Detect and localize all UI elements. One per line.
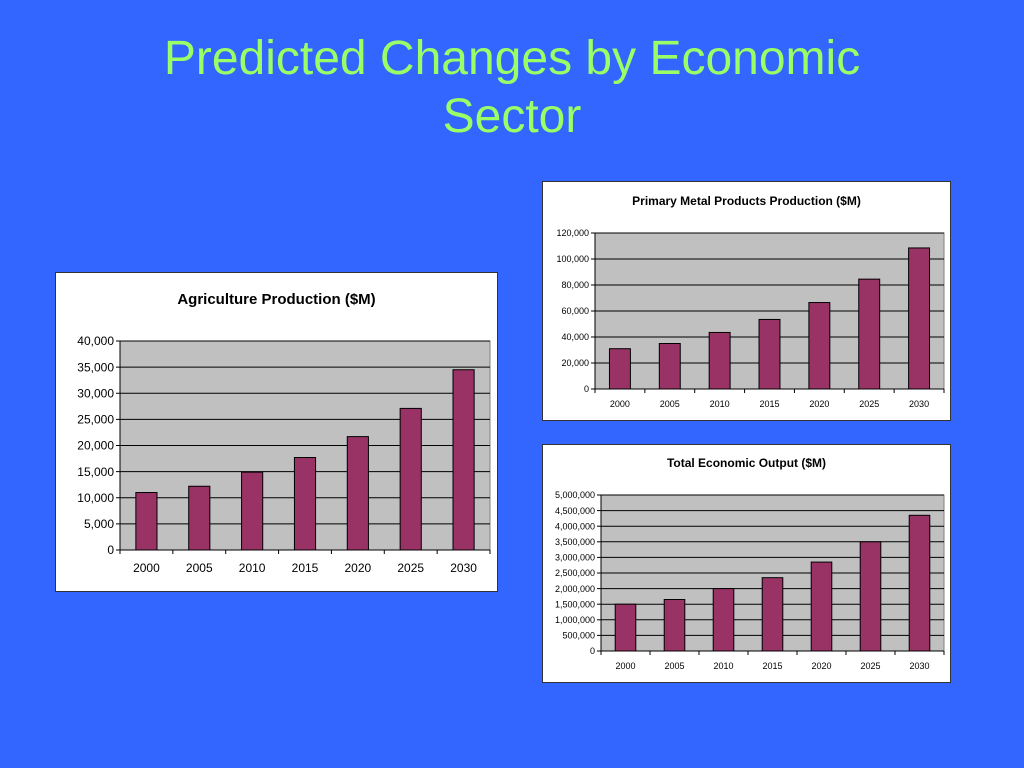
agriculture-bar-2025: [399, 407, 422, 551]
total-output-x-tick-label: 2020: [811, 661, 831, 671]
primary-metal-chart-title: Primary Metal Products Production ($M): [632, 194, 861, 208]
agriculture-x-tick-label: 2025: [397, 561, 424, 575]
primary-metal-chart: Primary Metal Products Production ($M) 0 2…: [556, 194, 945, 409]
primary-metal-y-tick-label: 120,000: [556, 228, 589, 238]
primary-metal-x-tick-label: 2005: [660, 399, 680, 409]
total-output-x-tick-label: 2010: [713, 661, 733, 671]
total-output-bar-2005: [663, 599, 686, 652]
total-output-y-tick-label: 5,000,000: [555, 490, 595, 500]
agriculture-x-tick-label: 2000: [133, 561, 160, 575]
agriculture-chart-panel: Agriculture Production ($M) 0 5,000 10,000 1…: [55, 272, 498, 592]
primary-metal-y-tick-label: 0: [584, 384, 589, 394]
primary-metal-bar-2015: [758, 318, 781, 390]
total-output-y-tick-label: 2,500,000: [555, 568, 595, 578]
total-output-y-tick-label: 3,000,000: [555, 553, 595, 563]
primary-metal-x-tick-label: 2000: [610, 399, 630, 409]
total-output-x-tick-label: 2025: [860, 661, 880, 671]
primary-metal-bar-2030: [908, 247, 931, 390]
slide-title-line-2: Sector: [442, 90, 582, 143]
primary-metal-y-tick-label: 60,000: [561, 306, 589, 316]
agriculture-bar-2015: [293, 457, 317, 551]
total-output-y-tick-label: 0: [590, 646, 595, 656]
total-output-y-tick-label: 4,000,000: [555, 521, 595, 531]
total-output-bar-2010: [712, 588, 735, 652]
total-output-y-tick-label: 1,500,000: [555, 599, 595, 609]
total-output-x-tick-label: 2000: [615, 661, 635, 671]
total-output-y-tick-label: 2,000,000: [555, 584, 595, 594]
primary-metal-bar-2020: [808, 302, 831, 390]
agriculture-y-tick-label: 0: [107, 543, 114, 557]
agriculture-y-tick-label: 40,000: [77, 334, 114, 348]
primary-metal-y-tick-label: 80,000: [561, 280, 589, 290]
primary-metal-bar-2025: [858, 278, 881, 390]
agriculture-y-tick-label: 10,000: [77, 491, 114, 505]
primary-metal-y-tick-label: 40,000: [561, 332, 589, 342]
slide-title: Predicted Changes by Economic Sector: [0, 30, 1024, 146]
agriculture-x-tick-label: 2015: [292, 561, 319, 575]
total-output-chart-panel: Total Economic Output ($M) 0 500,000 1,000,…: [542, 444, 951, 683]
primary-metal-bar-2000: [608, 348, 631, 390]
total-output-bar-2015: [761, 577, 784, 652]
agriculture-y-tick-label: 5,000: [84, 517, 114, 531]
total-output-y-tick-label: 1,000,000: [555, 615, 595, 625]
primary-metal-x-tick-label: 2030: [909, 399, 929, 409]
slide-title-line-1: Predicted Changes by Economic: [163, 32, 861, 85]
total-output-x-tick-label: 2005: [664, 661, 684, 671]
total-output-bar-2000: [614, 603, 637, 652]
agriculture-x-tick-label: 2010: [239, 561, 266, 575]
primary-metal-x-tick-label: 2010: [710, 399, 730, 409]
primary-metal-y-tick-label: 100,000: [556, 254, 589, 264]
total-output-y-tick-label: 4,500,000: [555, 506, 595, 516]
agriculture-y-tick-label: 30,000: [77, 386, 114, 400]
agriculture-x-tick-label: 2005: [186, 561, 213, 575]
agriculture-y-tick-label: 20,000: [77, 439, 114, 453]
agriculture-bar-2010: [241, 471, 264, 551]
agriculture-y-tick-label: 35,000: [77, 360, 114, 374]
total-output-bar-2025: [859, 541, 882, 652]
agriculture-bar-2000: [135, 492, 158, 551]
total-output-chart: Total Economic Output ($M) 0 500,000 1,000,…: [555, 456, 945, 671]
agriculture-bar-2020: [346, 436, 369, 551]
agriculture-bar-2005: [188, 485, 211, 551]
agriculture-bar-2030: [452, 369, 475, 551]
total-output-y-tick-label: 500,000: [562, 631, 595, 641]
agriculture-y-tick-label: 25,000: [77, 413, 114, 427]
agriculture-chart: Agriculture Production ($M) 0 5,000 10,000 1…: [77, 291, 491, 575]
agriculture-y-tick-label: 15,000: [77, 465, 114, 479]
total-output-x-tick-label: 2015: [762, 661, 782, 671]
total-output-chart-title: Total Economic Output ($M): [667, 456, 826, 470]
total-output-bar-2020: [810, 561, 833, 652]
total-output-y-tick-label: 3,500,000: [555, 537, 595, 547]
primary-metal-chart-panel: Primary Metal Products Production ($M) 0 2…: [542, 181, 951, 421]
total-output-x-tick-label: 2030: [909, 661, 929, 671]
primary-metal-x-tick-label: 2020: [809, 399, 829, 409]
primary-metal-x-tick-label: 2015: [759, 399, 779, 409]
agriculture-x-tick-label: 2030: [450, 561, 477, 575]
agriculture-x-tick-label: 2020: [345, 561, 372, 575]
primary-metal-bar-2010: [708, 331, 731, 390]
primary-metal-x-tick-label: 2025: [859, 399, 879, 409]
primary-metal-bar-2005: [658, 343, 681, 390]
agriculture-chart-title: Agriculture Production ($M): [177, 291, 375, 308]
total-output-bar-2030: [908, 514, 931, 652]
primary-metal-y-tick-label: 20,000: [561, 358, 589, 368]
